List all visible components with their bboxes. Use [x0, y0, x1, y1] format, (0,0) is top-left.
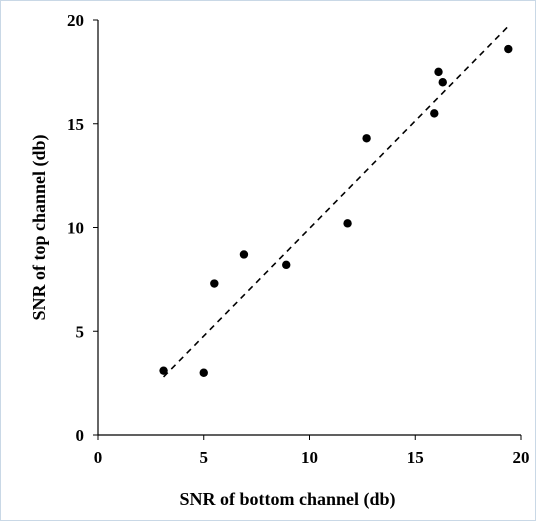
y-tick-label: 10	[67, 219, 84, 238]
x-tick-label: 15	[407, 448, 424, 467]
data-point	[430, 109, 439, 118]
data-point	[282, 260, 291, 270]
x-tick-label: 10	[301, 448, 318, 467]
data-point	[239, 250, 249, 259]
data-point	[504, 44, 513, 54]
y-tick-label: 0	[76, 426, 85, 445]
y-tick-label: 5	[76, 322, 85, 341]
data-point	[343, 219, 352, 228]
y-tick-label: 20	[67, 11, 84, 30]
data-point	[210, 279, 219, 288]
y-axis-title: SNR of top channel (db)	[29, 134, 50, 320]
y-tick-label: 15	[67, 115, 84, 134]
x-axis-title: SNR of bottom channel (db)	[179, 489, 395, 510]
data-point	[438, 78, 447, 87]
data-point	[199, 368, 208, 377]
x-tick-label: 20	[513, 448, 530, 467]
x-tick-label: 5	[200, 448, 209, 467]
data-point	[159, 366, 168, 375]
x-tick-label: 0	[94, 448, 103, 467]
data-point	[362, 134, 371, 143]
data-point	[434, 67, 443, 77]
trend-line	[162, 25, 509, 378]
